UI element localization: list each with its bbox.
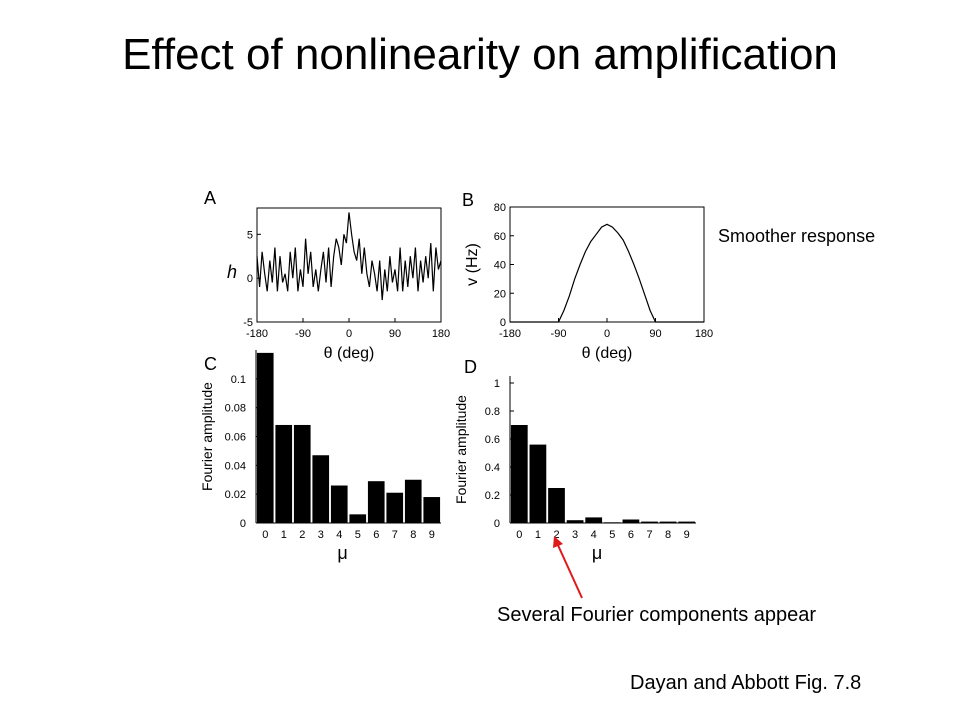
bar [330,485,348,523]
series-line [510,223,704,323]
panel-label-a: A [204,188,216,208]
x-tick-label: 4 [591,529,597,541]
x-tick-label: 6 [628,529,634,541]
x-tick-label: 5 [355,529,361,541]
bar [510,425,528,523]
y-axis-label: v (Hz) [464,243,481,286]
y-tick-label: 40 [494,260,506,272]
x-tick-label: 90 [649,328,661,340]
x-axis-label: μ [592,543,602,563]
y-tick-label: 0 [500,317,506,329]
y-tick-label: 1 [494,378,500,390]
y-tick-label: 0.8 [485,406,500,418]
panel-c-bar-chart: 0 0.02 0.04 0.06 0.08 0.1 0 1 2 3 4 5 6 7 8 9 μ Fourier a… [199,350,441,563]
y-axis-label: Fourier amplitude [199,382,215,491]
x-tick-label: 5 [609,529,615,541]
x-tick-label: -90 [551,328,567,340]
bar [566,520,584,523]
bar [293,424,311,523]
x-tick-label: 2 [553,529,559,541]
y-tick-label: -5 [243,317,253,329]
annotation-fourier-components: Several Fourier components appear [497,604,817,626]
x-tick-label: 8 [665,529,671,541]
slide-title: Effect of nonlinearity on amplification [122,30,838,79]
x-tick-label: 0 [346,328,352,340]
annotation-smoother-response: Smoother response [718,226,876,246]
panel-b-line-chart: 0 20 40 60 80 -180 -90 0 90 180 θ (deg) v (Hz) [464,202,713,362]
x-tick-label: 3 [572,529,578,541]
panel-label-c: C [204,354,217,374]
x-axis-label: θ (deg) [582,345,633,362]
x-tick-label: 90 [389,328,401,340]
y-axis-label: Fourier amplitude [453,395,469,504]
x-tick-label: 6 [373,529,379,541]
x-tick-label: 3 [318,529,324,541]
y-tick-label: 0.04 [225,460,246,472]
y-tick-label: 0.2 [485,490,500,502]
x-tick-label: 7 [646,529,652,541]
x-tick-label: 2 [299,529,305,541]
y-tick-label: 60 [494,231,506,243]
x-tick-label: 180 [432,328,450,340]
series-line [256,212,442,301]
bar [312,455,330,523]
bar [386,492,404,523]
bar [349,514,367,523]
y-tick-label: 0.1 [231,374,246,386]
y-tick-label: 20 [494,288,506,300]
bar [641,521,658,523]
panel-label-b: B [462,190,474,210]
x-tick-label: 8 [410,529,416,541]
y-tick-label: 0.06 [225,432,246,444]
bar [622,519,640,523]
y-axis-label: h [227,262,237,282]
bar [585,517,603,523]
bar [367,481,385,523]
bar [275,424,293,523]
y-tick-label: 0 [240,518,246,530]
y-tick-label: 0 [247,273,253,285]
bar [256,352,274,523]
x-axis-label: μ [337,543,347,563]
red-arrow-icon [553,536,583,599]
x-tick-label: 1 [535,529,541,541]
y-tick-label: 0.02 [225,489,246,501]
bar [404,479,422,523]
x-axis-label: θ (deg) [324,345,375,362]
x-tick-label: -90 [295,328,311,340]
panel-label-d: D [464,357,477,377]
x-tick-label: -180 [499,328,521,340]
y-tick-label: 5 [247,229,253,241]
bar [423,497,441,523]
x-tick-label: 0 [604,328,610,340]
panel-a-line-chart: -5 0 5 -180 -90 0 90 180 θ (deg) h [227,207,450,362]
y-tick-label: 80 [494,202,506,214]
x-tick-label: 9 [429,529,435,541]
y-tick-label: 0.4 [485,462,500,474]
x-tick-label: 0 [262,529,268,541]
x-tick-label: 4 [336,529,342,541]
x-tick-label: 0 [516,529,522,541]
bar [678,521,696,523]
x-tick-label: 9 [684,529,690,541]
x-tick-label: 1 [281,529,287,541]
bar [659,521,677,523]
y-tick-label: 0.6 [485,434,500,446]
bar [603,522,621,524]
x-tick-label: 180 [695,328,713,340]
bar [548,488,565,523]
bar [529,444,547,523]
x-tick-label: -180 [246,328,268,340]
y-tick-label: 0 [494,518,500,530]
citation: Dayan and Abbott Fig. 7.8 [630,672,862,694]
y-tick-label: 0.08 [225,403,246,415]
x-tick-label: 7 [392,529,398,541]
